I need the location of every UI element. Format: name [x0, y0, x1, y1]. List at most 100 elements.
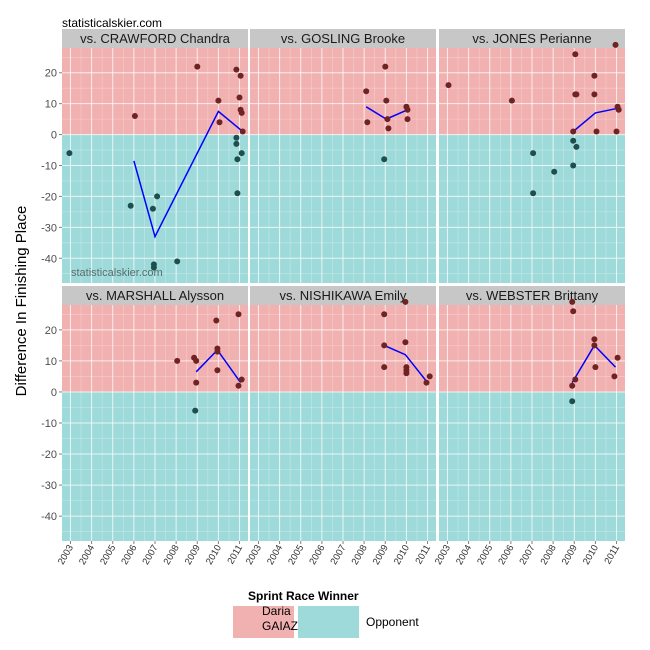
data-point [215, 97, 222, 104]
x-tick-label: 2007 [329, 543, 349, 567]
trend-line [572, 107, 618, 133]
trend-line [133, 110, 244, 239]
data-point [591, 72, 598, 79]
data-point [236, 94, 243, 101]
data-point [238, 150, 245, 157]
x-tick-label: 2009 [183, 543, 203, 567]
x-tick-label: 2003 [56, 543, 76, 567]
data-point [233, 140, 240, 147]
x-tick-label: 2009 [371, 543, 391, 567]
data-point [572, 376, 579, 383]
legend-swatch-gaiazova [233, 606, 294, 638]
data-point [174, 357, 181, 364]
x-tick-label: 2004 [454, 543, 474, 567]
data-point [385, 125, 392, 132]
x-tick-label: 2008 [539, 543, 559, 567]
x-tick-label: 2008 [350, 543, 370, 567]
y-tick-label: -40 [41, 253, 57, 265]
data-point [573, 143, 580, 150]
y-tick-label: 0 [51, 130, 57, 142]
data-point [572, 51, 579, 58]
strip-title-vs-crawford-chandra: vs. CRAWFORD Chandra [80, 31, 231, 46]
x-tick-label: 2010 [392, 543, 412, 567]
x-tick-label: 2005 [475, 543, 495, 567]
data-point [445, 82, 452, 89]
panels-layer: vs. CRAWFORD Chandra -40 -30 -20 -10 0 10 20 sta… [41, 29, 625, 567]
data-point [149, 205, 156, 212]
data-point [214, 367, 221, 374]
y-tick-label: -30 [41, 222, 57, 234]
data-point [239, 128, 246, 135]
data-point [381, 364, 388, 371]
panel-vs-gosling-brooke: vs. GOSLING Brooke [250, 29, 436, 283]
data-point [402, 298, 409, 305]
strip-title-vs-nishikawa-emily: vs. NISHIKAWA Emily [280, 288, 407, 303]
panel-vs-jones-perianne: vs. JONES Perianne [439, 29, 625, 283]
strip-title-vs-jones-perianne: vs. JONES Perianne [472, 31, 591, 46]
data-point [569, 398, 576, 405]
strip-vs-crawford-chandra [62, 29, 248, 48]
y-tick-label: -20 [41, 191, 57, 203]
data-point [381, 311, 388, 318]
x-tick-label: 2006 [119, 543, 139, 567]
strip-title-vs-webster-brittany: vs. WEBSTER Brittany [466, 288, 599, 303]
data-point [591, 342, 598, 349]
data-point [508, 97, 515, 104]
data-point [530, 150, 537, 157]
watermark-text: statisticalskier.com [71, 267, 163, 279]
x-tick-label: 2010 [581, 543, 601, 567]
y-tick-label: -40 [41, 511, 57, 523]
x-tick-label: 2005 [286, 543, 306, 567]
data-point [382, 63, 389, 70]
x-tick-label: 2010 [204, 543, 224, 567]
data-point [591, 336, 598, 343]
data-point [127, 202, 134, 209]
data-point [235, 311, 242, 318]
data-point [154, 193, 161, 200]
x-tick-label: 2006 [496, 543, 516, 567]
y-tick-label: 20 [45, 68, 57, 80]
data-point [238, 376, 245, 383]
strip-vs-gosling-brooke [250, 29, 436, 48]
x-tick-label: 2006 [307, 543, 327, 567]
panel-vs-marshall-alysson: vs. MARSHALL Alysson -40 -30 -20 -10 0 10 20 200… [41, 286, 248, 567]
legend-swatch-opponent [298, 606, 359, 638]
x-tick-label: 2004 [265, 543, 285, 567]
data-point [612, 41, 619, 48]
data-point [611, 373, 618, 380]
data-point [234, 190, 241, 197]
data-point [234, 156, 241, 163]
data-point [193, 357, 200, 364]
panel-vs-crawford-chandra: vs. CRAWFORD Chandra -40 -30 -20 -10 0 10 20 sta… [41, 29, 248, 283]
data-point [66, 150, 73, 157]
x-tick-label: 2005 [98, 543, 118, 567]
data-point [213, 317, 220, 324]
legend-title: Sprint Race Winner [248, 589, 359, 603]
data-point [235, 382, 242, 389]
data-point [381, 156, 388, 163]
data-point [131, 113, 138, 119]
x-tick-label: 2007 [141, 543, 161, 567]
x-tick-label: 2011 [602, 543, 622, 566]
data-point [591, 91, 598, 98]
x-tick-label: 2004 [77, 543, 97, 567]
data-point [214, 348, 221, 355]
data-point [237, 72, 244, 79]
data-point [426, 373, 433, 380]
data-point [404, 106, 411, 113]
data-point [570, 137, 577, 144]
data-point [592, 364, 599, 371]
data-point [530, 190, 537, 197]
data-point [593, 128, 600, 135]
y-tick-label: 0 [51, 387, 57, 399]
data-point [570, 128, 577, 135]
data-point [192, 407, 199, 414]
x-tick-label: 2009 [560, 543, 580, 567]
x-tick-label: 2011 [225, 543, 245, 566]
x-tick-label: 2007 [518, 543, 538, 567]
data-point [384, 116, 391, 123]
legend-label-opponent: Opponent [366, 615, 419, 629]
strip-vs-webster-brittany [439, 286, 625, 305]
x-tick-label: 2008 [162, 543, 182, 567]
data-point [573, 91, 580, 98]
